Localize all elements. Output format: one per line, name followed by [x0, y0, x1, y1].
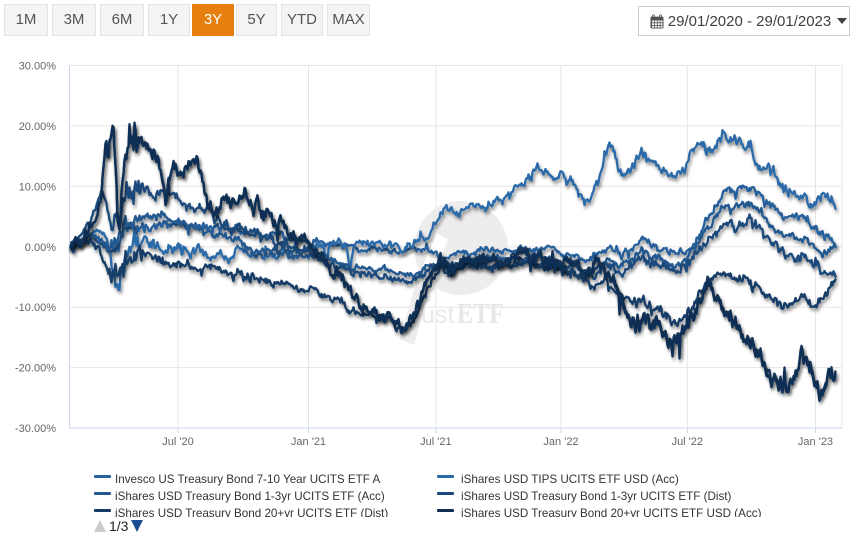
svg-text:10.00%: 10.00% [19, 181, 57, 193]
svg-text:just: just [415, 301, 455, 329]
svg-text:Jul '22: Jul '22 [672, 436, 703, 448]
svg-text:-10.00%: -10.00% [15, 302, 56, 314]
svg-text:-20.00%: -20.00% [15, 363, 56, 375]
svg-text:ETF: ETF [457, 298, 504, 330]
svg-text:Jul '21: Jul '21 [420, 436, 451, 448]
svg-text:20.00%: 20.00% [19, 121, 57, 133]
svg-text:Jul '20: Jul '20 [162, 436, 193, 448]
svg-text:0.00%: 0.00% [25, 242, 56, 254]
svg-text:Jan '22: Jan '22 [543, 436, 578, 448]
svg-text:-30.00%: -30.00% [15, 423, 56, 435]
svg-text:30.00%: 30.00% [19, 61, 57, 73]
svg-text:Jan '23: Jan '23 [798, 436, 833, 448]
svg-text:Jan '21: Jan '21 [291, 436, 326, 448]
